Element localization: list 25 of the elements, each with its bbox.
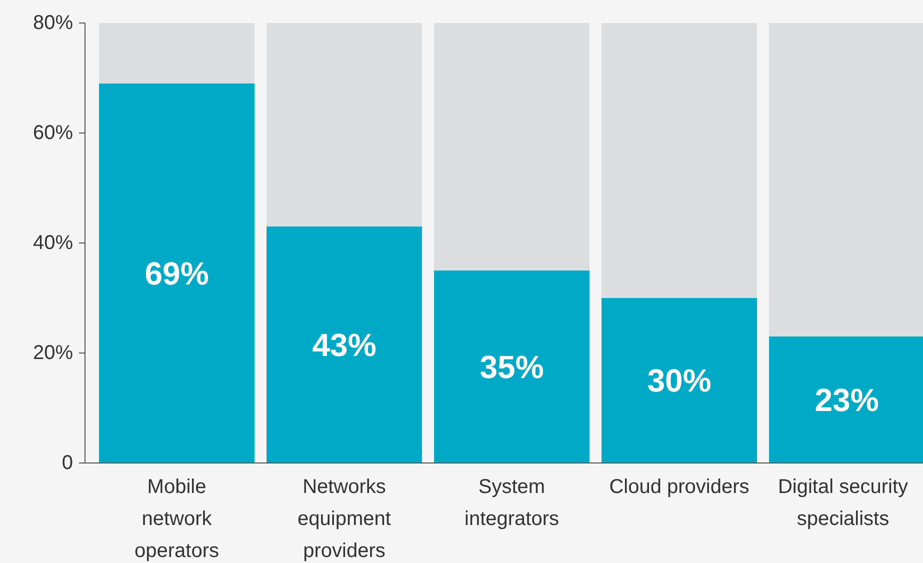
y-tick-label: 80% [32, 12, 74, 34]
bar [266, 23, 422, 226]
y-tick-label: 0 [62, 452, 73, 474]
x-tick-label: Digital security specialists [778, 476, 908, 530]
data-label: 69% [144, 255, 209, 292]
bar [266, 226, 422, 463]
x-tick-label: Cloud providers [609, 476, 750, 498]
x-tick-label: Mobile network operators [134, 476, 219, 562]
bar [602, 298, 757, 463]
data-label: 35% [480, 348, 544, 385]
bar [769, 336, 923, 463]
y-tick-label: 40% [32, 232, 74, 254]
bar [769, 23, 923, 336]
bar [99, 23, 254, 84]
bar [434, 270, 590, 463]
y-tick-label: 60% [32, 122, 74, 144]
x-tick-label: System integrators [464, 476, 559, 530]
x-tick-label: Networks equipment providers [298, 476, 392, 562]
bar [434, 23, 590, 270]
bar [99, 84, 254, 463]
data-label: 23% [814, 382, 879, 418]
data-label: 30% [647, 362, 712, 398]
data-label: 43% [312, 326, 376, 363]
bar [602, 23, 757, 298]
y-tick-label: 20% [32, 342, 74, 364]
